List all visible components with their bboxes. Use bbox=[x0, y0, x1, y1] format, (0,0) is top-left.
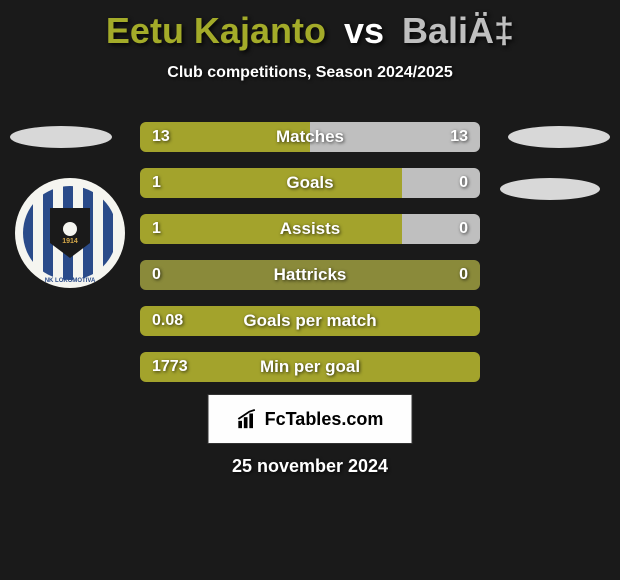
stat-row: Hattricks 0 0 bbox=[140, 260, 480, 290]
player2-placeholder-ellipse-2 bbox=[500, 178, 600, 200]
stat-row: Min per goal 1773 bbox=[140, 352, 480, 382]
brand-footer: FcTables.com bbox=[208, 394, 413, 444]
stat-value-player2: 0 bbox=[459, 266, 468, 284]
comparison-title: Eetu Kajanto vs BaliÄ‡ bbox=[0, 0, 620, 52]
stat-value-player1: 0.08 bbox=[152, 312, 183, 330]
stat-value-player2: 13 bbox=[450, 128, 468, 146]
brand-text: FcTables.com bbox=[265, 409, 384, 430]
stat-value-player2: 0 bbox=[459, 220, 468, 238]
stat-label: Hattricks bbox=[274, 265, 347, 285]
player1-placeholder-ellipse bbox=[10, 126, 112, 148]
stat-value-player1: 1 bbox=[152, 220, 161, 238]
stats-bars: Matches1313Goals10Assists10Hattricks00Go… bbox=[140, 122, 480, 398]
stat-bar-player2 bbox=[402, 214, 480, 244]
chart-icon bbox=[237, 408, 259, 430]
stat-value-player1: 13 bbox=[152, 128, 170, 146]
club-founding-year: 1914 bbox=[62, 238, 78, 245]
stat-label: Goals bbox=[286, 173, 333, 193]
stat-label: Assists bbox=[280, 219, 340, 239]
stat-row: Matches 13 13 bbox=[140, 122, 480, 152]
stat-label: Matches bbox=[276, 127, 344, 147]
stat-label: Goals per match bbox=[243, 311, 376, 331]
stat-label: Min per goal bbox=[260, 357, 360, 377]
stat-row: Goals 1 0 bbox=[140, 168, 480, 198]
stat-row: Goals per match 0.08 bbox=[140, 306, 480, 336]
stat-value-player1: 0 bbox=[152, 266, 161, 284]
club-logo: 1914 NK LOKOMOTIVA bbox=[15, 178, 125, 288]
vs-label: vs bbox=[344, 10, 384, 51]
stat-value-player1: 1 bbox=[152, 174, 161, 192]
stat-value-player2: 0 bbox=[459, 174, 468, 192]
football-icon bbox=[63, 222, 77, 236]
stat-bar-player1 bbox=[140, 214, 402, 244]
stat-row: Assists 1 0 bbox=[140, 214, 480, 244]
stat-bar-player1 bbox=[140, 168, 402, 198]
competition-subtitle: Club competitions, Season 2024/2025 bbox=[0, 64, 620, 82]
generation-date: 25 november 2024 bbox=[232, 456, 388, 477]
player1-name: Eetu Kajanto bbox=[106, 10, 326, 51]
stat-value-player1: 1773 bbox=[152, 358, 188, 376]
player2-name: BaliÄ‡ bbox=[402, 10, 514, 51]
stat-bar-player2 bbox=[402, 168, 480, 198]
player2-placeholder-ellipse-1 bbox=[508, 126, 610, 148]
club-name-text: NK LOKOMOTIVA bbox=[45, 278, 96, 284]
